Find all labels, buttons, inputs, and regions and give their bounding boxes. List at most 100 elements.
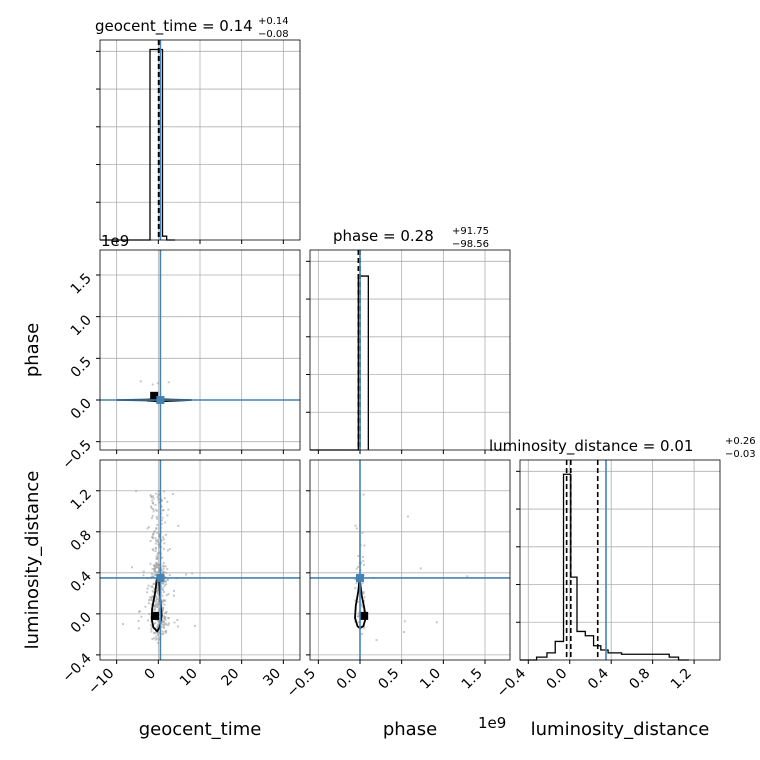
luminosity_distance_vs_geocent_time-sample-point bbox=[152, 549, 155, 552]
luminosity_distance_vs_geocent_time-sample-point bbox=[139, 610, 142, 613]
luminosity_distance_vs_geocent_time-sample-point bbox=[152, 533, 155, 536]
luminosity_distance_vs_geocent_time-sample-point bbox=[167, 622, 170, 625]
luminosity_distance_vs_geocent_time-sample-point bbox=[156, 641, 159, 644]
title-phase: phase = 0.28 bbox=[333, 227, 434, 245]
luminosity_distance_vs_geocent_time-sample-point bbox=[163, 623, 166, 626]
luminosity_distance_vs_phase-sample-point bbox=[363, 596, 366, 599]
phase_vs_geocent_time-injection-marker bbox=[156, 396, 165, 404]
luminosity_distance_vs_geocent_time-xtick-label-4: 30 bbox=[260, 666, 284, 690]
luminosity_distance_vs_geocent_time-sample-point bbox=[155, 573, 158, 576]
luminosity_distance_vs_geocent_time-sample-point bbox=[165, 631, 168, 634]
luminosity_distance_vs_geocent_time-sample-point bbox=[154, 550, 157, 553]
luminosity_distance_vs_geocent_time-sample-point bbox=[131, 566, 134, 569]
title-luminosity-distance: luminosity_distance = 0.01 bbox=[489, 437, 693, 456]
luminosity_distance_vs_geocent_time-sample-point bbox=[153, 637, 156, 640]
offset-label-phase-x: 1e9 bbox=[478, 714, 506, 732]
luminosity_distance_vs_geocent_time-sample-point bbox=[155, 515, 158, 518]
luminosity_distance_vs_geocent_time-sample-point bbox=[146, 587, 149, 590]
luminosity_distance_vs_geocent_time-sample-point bbox=[164, 580, 167, 583]
luminosity_distance_vs_geocent_time-sample-point bbox=[163, 617, 166, 620]
luminosity_distance_vs_phase-injection-marker bbox=[356, 573, 364, 582]
luminosity_distance_vs_geocent_time-sample-point bbox=[158, 501, 161, 504]
luminosity_distance_vs_geocent_time-sample-point bbox=[154, 508, 157, 511]
luminosity_distance_vs_phase-sample-point bbox=[362, 493, 365, 496]
luminosity_distance_vs_phase-sample-point bbox=[357, 555, 360, 558]
luminosity_distance_vs_geocent_time-sample-point bbox=[162, 571, 165, 574]
luminosity_distance_vs_geocent_time-sample-point bbox=[152, 510, 155, 513]
luminosity_distance_vs_geocent_time-sample-point bbox=[161, 619, 164, 622]
luminosity_distance_vs_geocent_time-sample-point bbox=[177, 625, 180, 628]
luminosity_distance_vs_geocent_time-sample-point bbox=[161, 621, 164, 624]
geocent_time-grid-y bbox=[100, 50, 300, 203]
luminosity_distance-xtick-label-4: 1.2 bbox=[668, 666, 695, 693]
luminosity_distance_vs_geocent_time-sample-point bbox=[165, 629, 168, 632]
luminosity_distance_vs_geocent_time-sample-point bbox=[156, 531, 159, 534]
luminosity_distance_vs_geocent_time-sample-point bbox=[155, 566, 158, 569]
luminosity_distance_vs_geocent_time-sample-point bbox=[135, 490, 138, 493]
luminosity_distance_vs_geocent_time-sample-point bbox=[176, 619, 179, 622]
luminosity_distance_vs_geocent_time-sample-point bbox=[163, 497, 166, 500]
luminosity_distance_vs_geocent_time-sample-point bbox=[147, 602, 150, 605]
luminosity_distance_vs_phase-sample-point bbox=[419, 567, 422, 570]
luminosity_distance_vs_geocent_time-sample-point bbox=[155, 603, 158, 606]
luminosity_distance_vs_geocent_time-sample-point bbox=[147, 619, 150, 622]
luminosity_distance_vs_geocent_time-sample-point bbox=[155, 596, 158, 599]
luminosity_distance_vs_geocent_time-sample-point bbox=[157, 625, 160, 628]
luminosity_distance_vs_geocent_time-sample-point bbox=[154, 546, 157, 549]
luminosity_distance_vs_geocent_time-sample-point bbox=[144, 605, 147, 608]
luminosity_distance_vs_geocent_time-sample-point bbox=[156, 540, 159, 543]
luminosity_distance_vs_phase-sample-point bbox=[362, 563, 365, 566]
luminosity_distance_vs_geocent_time-sample-point bbox=[162, 589, 165, 592]
luminosity_distance-xtick-label-0: −0.4 bbox=[494, 665, 529, 700]
title-luminosity-distance-sup: +0.26 bbox=[725, 436, 756, 447]
luminosity_distance_vs_phase-sample-point bbox=[406, 515, 409, 518]
luminosity_distance_vs_geocent_time-sample-point bbox=[162, 586, 165, 589]
luminosity_distance_vs_phase-sample-point bbox=[355, 527, 358, 530]
luminosity_distance_vs_geocent_time-sample-point bbox=[155, 598, 158, 601]
luminosity_distance_vs_geocent_time-sample-point bbox=[165, 583, 168, 586]
luminosity_distance_vs_geocent_time-sample-point bbox=[154, 595, 157, 598]
luminosity_distance_vs_geocent_time-sample-point bbox=[146, 527, 149, 530]
luminosity_distance_vs_geocent_time-sample-point bbox=[156, 625, 159, 628]
luminosity_distance_vs_geocent_time-sample-point bbox=[165, 571, 168, 574]
luminosity_distance_vs_geocent_time-sample-point bbox=[155, 561, 158, 564]
phase_vs_geocent_time-sample-point bbox=[167, 381, 170, 384]
luminosity_distance_vs_phase-xtick-label-2: 0.5 bbox=[375, 666, 402, 693]
luminosity_distance_vs_geocent_time-sample-point bbox=[154, 537, 157, 540]
luminosity_distance_vs_geocent_time-sample-point bbox=[164, 616, 167, 619]
luminosity_distance_vs_phase-sample-point bbox=[363, 544, 366, 547]
luminosity_distance_vs_geocent_time-sample-point bbox=[164, 599, 167, 602]
luminosity_distance_vs_geocent_time-sample-point bbox=[157, 490, 160, 493]
luminosity_distance_vs_geocent_time-sample-point bbox=[162, 606, 165, 609]
luminosity_distance_vs_geocent_time-axes: −10 0 10 20 30 −0.4 0.0 0.4 0.8 1.2 bbox=[59, 459, 301, 698]
luminosity_distance_vs_geocent_time-injection-marker bbox=[156, 573, 165, 582]
luminosity_distance_vs_geocent_time-sample-point bbox=[149, 495, 152, 498]
phase-border bbox=[309, 249, 511, 451]
luminosity_distance_vs_geocent_time-sample-point bbox=[155, 635, 158, 638]
luminosity_distance_vs_geocent_time-sample-point bbox=[161, 623, 164, 626]
phase_vs_geocent_time-ytick-label-2: 0.5 bbox=[68, 354, 95, 381]
luminosity_distance_vs_geocent_time-sample-point bbox=[162, 617, 165, 620]
luminosity_distance_vs_geocent_time-sample-point bbox=[155, 637, 158, 640]
title-geocent-time: geocent_time = 0.14 bbox=[95, 17, 253, 36]
luminosity_distance_vs_geocent_time-sample-point bbox=[160, 499, 163, 502]
luminosity_distance_vs_geocent_time-sample-point bbox=[156, 553, 159, 556]
luminosity_distance_vs_phase-sample-point bbox=[361, 531, 364, 534]
luminosity_distance_vs_geocent_time-sample-point bbox=[157, 602, 160, 605]
luminosity_distance_vs_geocent_time-sample-point bbox=[168, 548, 171, 551]
luminosity_distance_vs_geocent_time-sample-point bbox=[163, 603, 166, 606]
luminosity_distance_vs_phase-sample-point bbox=[361, 632, 364, 635]
luminosity_distance_vs_geocent_time-sample-point bbox=[157, 600, 160, 603]
luminosity_distance_vs_geocent_time-sample-point bbox=[158, 551, 161, 554]
phase_vs_geocent_time-sample-point bbox=[156, 382, 159, 385]
luminosity_distance_vs_geocent_time-sample-point bbox=[164, 612, 167, 615]
xlabel-geocent-time: geocent_time bbox=[139, 719, 262, 740]
luminosity_distance_vs_geocent_time-sample-point bbox=[162, 582, 165, 585]
luminosity_distance_vs_geocent_time-sample-point bbox=[173, 621, 176, 624]
luminosity_distance_vs_geocent_time-xtick-label-2: 10 bbox=[177, 666, 201, 690]
luminosity_distance_vs_geocent_time-sample-point bbox=[160, 505, 163, 508]
luminosity_distance_vs_geocent_time-xtick-label-3: 20 bbox=[219, 666, 243, 690]
luminosity_distance_vs_geocent_time-sample-point bbox=[158, 621, 161, 624]
luminosity_distance_vs_phase-grid bbox=[310, 460, 510, 660]
title-geocent-time-sup: +0.14 bbox=[258, 16, 289, 27]
